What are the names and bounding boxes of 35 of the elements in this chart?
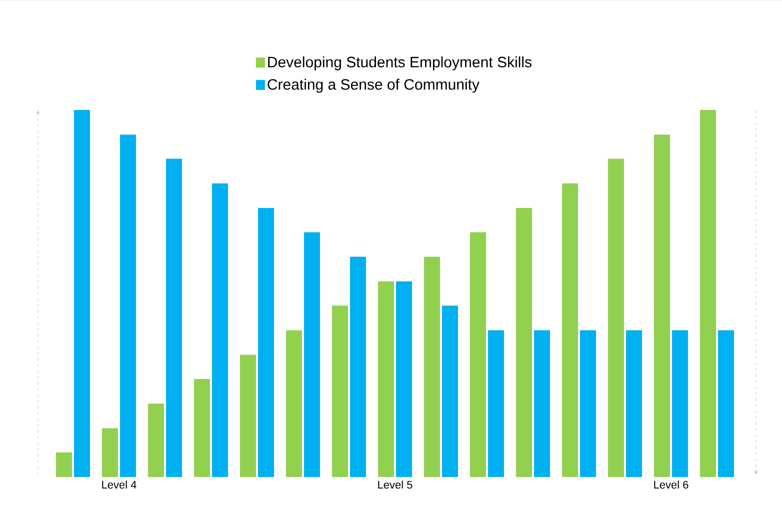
bar [424,256,440,477]
bar [350,256,366,477]
bar [580,330,596,477]
x-tick-label: Level 4 [102,480,136,489]
legend-label: Developing Students Employment Skills [268,56,532,70]
bar [718,330,734,477]
bar [148,404,164,477]
bar [396,281,412,477]
bar [672,330,688,477]
bar [470,232,486,477]
x-tick-label: Level 6 [654,480,688,489]
bar [516,208,532,477]
bar [286,330,302,477]
bar [258,208,274,477]
bar [166,158,182,477]
bar [626,330,642,477]
bar [654,134,670,477]
x-tick-label: Level 5 [378,480,412,489]
bar [534,330,550,477]
bar [194,379,210,477]
bar [378,281,394,477]
bar [74,110,90,477]
bar [304,232,320,477]
bar [562,183,578,477]
bar [608,158,624,477]
bar [700,110,716,477]
bar [488,330,504,477]
bar [102,428,118,477]
bar [120,134,136,477]
bar [56,452,72,477]
bar [212,183,228,477]
bar [442,306,458,477]
bar [332,306,348,477]
legend-label: Creating a Sense of Community [268,78,480,93]
bar [240,354,256,477]
